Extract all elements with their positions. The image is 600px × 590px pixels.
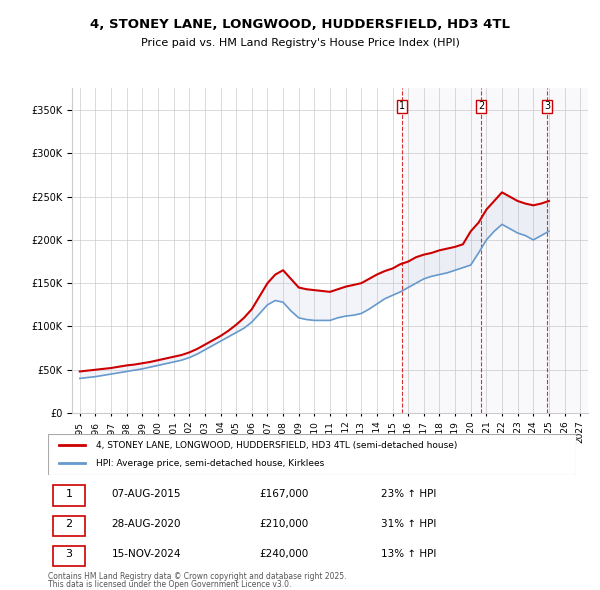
Text: 3: 3: [544, 101, 550, 112]
Text: 23% ↑ HPI: 23% ↑ HPI: [380, 489, 436, 499]
Text: 13% ↑ HPI: 13% ↑ HPI: [380, 549, 436, 559]
Text: 1: 1: [65, 489, 73, 499]
Text: 28-AUG-2020: 28-AUG-2020: [112, 519, 181, 529]
FancyBboxPatch shape: [53, 546, 85, 566]
Text: This data is licensed under the Open Government Licence v3.0.: This data is licensed under the Open Gov…: [48, 580, 292, 589]
Text: 3: 3: [65, 549, 73, 559]
Text: Price paid vs. HM Land Registry's House Price Index (HPI): Price paid vs. HM Land Registry's House …: [140, 38, 460, 48]
Text: £210,000: £210,000: [259, 519, 308, 529]
Text: £240,000: £240,000: [259, 549, 308, 559]
Bar: [402, 88, 481, 413]
Text: 07-AUG-2015: 07-AUG-2015: [112, 489, 181, 499]
Text: 2: 2: [65, 519, 73, 529]
Text: 4, STONEY LANE, LONGWOOD, HUDDERSFIELD, HD3 4TL (semi-detached house): 4, STONEY LANE, LONGWOOD, HUDDERSFIELD, …: [95, 441, 457, 450]
Text: 31% ↑ HPI: 31% ↑ HPI: [380, 519, 436, 529]
Text: 1: 1: [399, 101, 405, 112]
FancyBboxPatch shape: [53, 486, 85, 506]
Text: Contains HM Land Registry data © Crown copyright and database right 2025.: Contains HM Land Registry data © Crown c…: [48, 572, 347, 581]
Text: £167,000: £167,000: [259, 489, 308, 499]
Text: 4, STONEY LANE, LONGWOOD, HUDDERSFIELD, HD3 4TL: 4, STONEY LANE, LONGWOOD, HUDDERSFIELD, …: [90, 18, 510, 31]
FancyBboxPatch shape: [53, 516, 85, 536]
Text: 2: 2: [478, 101, 484, 112]
Text: 15-NOV-2024: 15-NOV-2024: [112, 549, 181, 559]
FancyBboxPatch shape: [48, 434, 576, 475]
Text: HPI: Average price, semi-detached house, Kirklees: HPI: Average price, semi-detached house,…: [95, 459, 324, 468]
Bar: [481, 88, 588, 413]
